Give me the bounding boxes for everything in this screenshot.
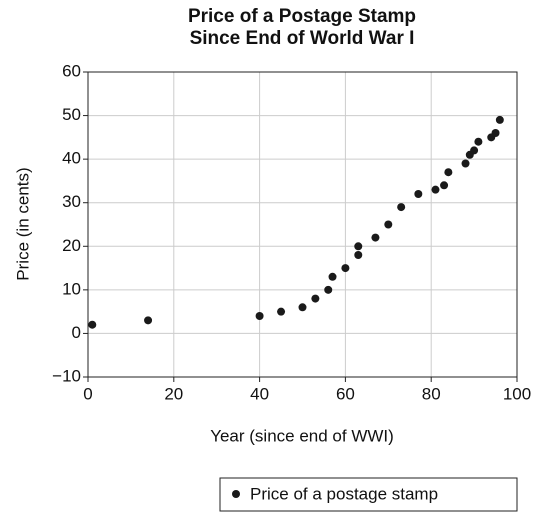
- y-tick-label: 0: [72, 323, 81, 342]
- legend-marker: [232, 490, 240, 498]
- data-point: [328, 272, 337, 281]
- data-point: [414, 190, 423, 198]
- data-point: [144, 316, 153, 325]
- data-point: [495, 115, 504, 124]
- data-point: [354, 251, 363, 259]
- data-point: [371, 233, 380, 242]
- y-tick-label: 30: [62, 192, 81, 211]
- data-point: [88, 320, 97, 329]
- y-axis-label: Price (in cents): [13, 167, 32, 280]
- data-point: [277, 307, 286, 316]
- data-point: [255, 312, 264, 320]
- legend-label: Price of a postage stamp: [250, 484, 438, 503]
- x-tick-label: 20: [164, 384, 183, 403]
- data-point: [311, 294, 320, 303]
- y-tick-label: 60: [62, 61, 81, 80]
- x-axis-label: Year (since end of WWI): [210, 426, 394, 445]
- y-tick-label: −10: [52, 366, 81, 385]
- data-point: [474, 137, 483, 146]
- chart-title: Price of a Postage Stamp: [188, 6, 416, 27]
- x-tick-label: 40: [250, 384, 269, 403]
- chart-subtitle: Since End of World War I: [190, 28, 415, 49]
- data-point: [324, 285, 333, 294]
- data-point: [491, 129, 500, 137]
- x-tick-label: 100: [503, 384, 531, 403]
- y-tick-label: 20: [62, 236, 81, 255]
- data-point: [384, 220, 393, 229]
- data-point: [470, 146, 479, 155]
- data-point: [298, 303, 307, 312]
- x-tick-label: 0: [83, 384, 92, 403]
- y-tick-label: 10: [62, 279, 81, 298]
- data-point: [431, 185, 440, 194]
- y-tick-label: 50: [62, 105, 81, 124]
- x-tick-label: 80: [422, 384, 441, 403]
- data-point: [440, 181, 449, 190]
- data-point: [397, 203, 406, 212]
- plot-frame: [87, 71, 518, 378]
- y-tick-label: 40: [62, 149, 81, 168]
- data-point: [444, 168, 453, 177]
- data-point: [461, 159, 470, 168]
- legend-box: [219, 477, 518, 512]
- data-point: [354, 242, 363, 251]
- x-tick-label: 60: [336, 384, 355, 403]
- data-point: [341, 264, 350, 273]
